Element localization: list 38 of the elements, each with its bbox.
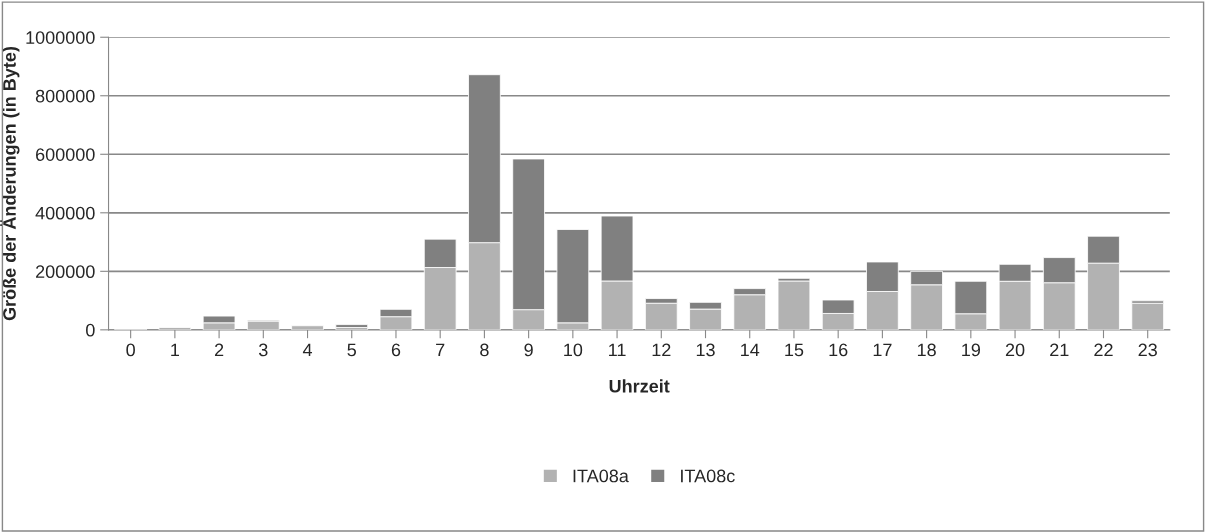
x-tick-label: 13 [696,343,715,357]
x-tick-label: 21 [1050,343,1069,357]
x-axis-title: Uhrzeit [609,379,670,393]
x-tick-label: 22 [1094,343,1113,357]
legend-label: ITA08c [681,469,735,483]
x-tick-label: 2 [214,343,224,357]
x-tick-label: 18 [917,343,936,357]
x-tick-label: 19 [962,343,981,357]
y-tick-label: 800000 [35,89,95,103]
y-tick-label: 1000000 [26,31,95,44]
x-tick-label: 11 [609,343,626,357]
y-axis-title: Größe der Änderungen (in Byte) [0,47,20,321]
x-tick-label: 5 [347,343,357,357]
x-tick-label: 23 [1138,343,1157,357]
x-tick-label: 20 [1005,343,1025,357]
x-tick-label: 0 [126,343,135,357]
bar [777,280,811,330]
x-tick-label: 1 [171,343,180,357]
x-tick-label: 9 [524,343,533,357]
x-tick-label: 8 [480,343,489,357]
x-tick-label: 12 [652,343,671,357]
y-tick-label: 0 [86,323,95,337]
x-tick-label: 4 [302,343,313,357]
bar [644,302,678,330]
x-tick-label: 15 [785,343,804,357]
x-tick-label: 10 [564,343,583,357]
y-tick-label: 400000 [35,206,95,220]
y-tick-label: 600000 [36,148,95,161]
x-tick-label: 3 [258,343,268,357]
bar [1131,302,1165,330]
x-tick-label: 14 [741,343,760,357]
x-tick-label: 6 [391,343,401,357]
bar [291,325,324,330]
x-tick-label: 7 [436,343,445,357]
legend-label: ITA08a [573,469,629,483]
y-tick-label: 200000 [36,265,95,279]
x-tick-label: 16 [829,343,848,357]
x-tick-label: 17 [873,343,892,357]
